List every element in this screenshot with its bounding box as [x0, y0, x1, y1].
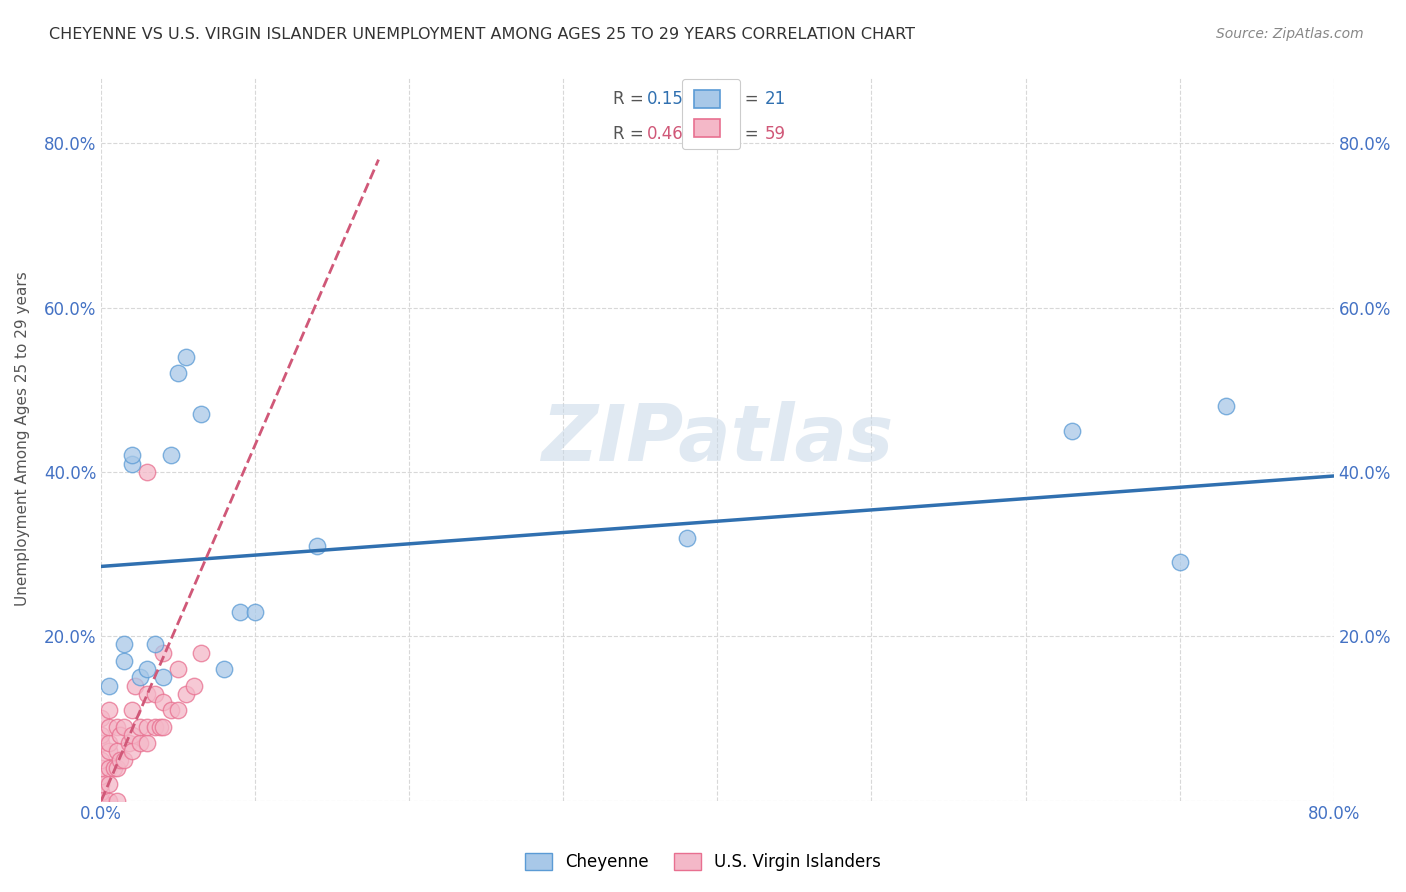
- Point: [90, 736, 112, 750]
- Point: [90, 794, 112, 808]
- Point: [149, 720, 172, 734]
- Point: [214, 662, 236, 676]
- Point: [90, 794, 112, 808]
- Text: N =: N =: [727, 90, 765, 109]
- Point: [105, 720, 128, 734]
- Point: [97, 761, 120, 775]
- Point: [128, 736, 150, 750]
- Point: [143, 638, 166, 652]
- Point: [97, 703, 120, 717]
- Text: N =: N =: [727, 125, 765, 144]
- Point: [167, 703, 190, 717]
- Text: 59: 59: [765, 125, 786, 144]
- Point: [245, 605, 267, 619]
- Point: [190, 408, 212, 422]
- Text: 21: 21: [765, 90, 786, 109]
- Point: [112, 654, 135, 668]
- Point: [90, 785, 112, 799]
- Point: [159, 703, 181, 717]
- Legend: Cheyenne, U.S. Virgin Islanders: Cheyenne, U.S. Virgin Islanders: [517, 845, 889, 880]
- Point: [90, 761, 112, 775]
- Point: [118, 736, 141, 750]
- Text: R =: R =: [613, 90, 648, 109]
- Point: [90, 752, 112, 766]
- Point: [108, 752, 131, 766]
- Point: [90, 711, 112, 725]
- Point: [121, 744, 143, 758]
- Point: [152, 670, 174, 684]
- Point: [90, 794, 112, 808]
- Point: [90, 769, 112, 783]
- Point: [675, 531, 697, 545]
- Point: [112, 720, 135, 734]
- Point: [90, 794, 112, 808]
- Point: [136, 465, 159, 479]
- Point: [90, 794, 112, 808]
- Point: [90, 777, 112, 791]
- Point: [305, 539, 328, 553]
- Point: [136, 736, 159, 750]
- Point: [152, 646, 174, 660]
- Point: [174, 350, 197, 364]
- Point: [159, 449, 181, 463]
- Text: 0.461: 0.461: [647, 125, 695, 144]
- Point: [121, 703, 143, 717]
- Text: R =: R =: [613, 125, 648, 144]
- Point: [136, 687, 159, 701]
- Point: [90, 794, 112, 808]
- Point: [136, 720, 159, 734]
- Point: [112, 752, 135, 766]
- Point: [167, 366, 190, 380]
- Point: [90, 794, 112, 808]
- Point: [90, 794, 112, 808]
- Point: [229, 605, 252, 619]
- Text: ZIPatlas: ZIPatlas: [541, 401, 894, 477]
- Point: [90, 794, 112, 808]
- Point: [1060, 424, 1083, 438]
- Point: [152, 695, 174, 709]
- Point: [97, 777, 120, 791]
- Point: [128, 670, 150, 684]
- Point: [152, 720, 174, 734]
- Point: [167, 662, 190, 676]
- Point: [128, 720, 150, 734]
- Point: [90, 794, 112, 808]
- Point: [121, 728, 143, 742]
- Text: CHEYENNE VS U.S. VIRGIN ISLANDER UNEMPLOYMENT AMONG AGES 25 TO 29 YEARS CORRELAT: CHEYENNE VS U.S. VIRGIN ISLANDER UNEMPLO…: [49, 27, 915, 42]
- Point: [121, 457, 143, 471]
- Point: [103, 761, 125, 775]
- Point: [190, 646, 212, 660]
- Point: [124, 679, 146, 693]
- Point: [183, 679, 205, 693]
- Point: [136, 662, 159, 676]
- Point: [90, 794, 112, 808]
- Legend: , : ,: [682, 78, 741, 149]
- Text: Source: ZipAtlas.com: Source: ZipAtlas.com: [1216, 27, 1364, 41]
- Point: [143, 687, 166, 701]
- Point: [1168, 555, 1191, 569]
- Point: [121, 449, 143, 463]
- Point: [112, 638, 135, 652]
- Point: [143, 720, 166, 734]
- Point: [1215, 399, 1237, 413]
- Text: 0.158: 0.158: [647, 90, 695, 109]
- Point: [174, 687, 197, 701]
- Point: [90, 728, 112, 742]
- Point: [90, 794, 112, 808]
- Y-axis label: Unemployment Among Ages 25 to 29 years: Unemployment Among Ages 25 to 29 years: [15, 272, 30, 607]
- Point: [97, 744, 120, 758]
- Point: [105, 794, 128, 808]
- Point: [97, 736, 120, 750]
- Point: [97, 794, 120, 808]
- Point: [97, 720, 120, 734]
- Point: [105, 744, 128, 758]
- Point: [105, 761, 128, 775]
- Point: [97, 679, 120, 693]
- Point: [108, 728, 131, 742]
